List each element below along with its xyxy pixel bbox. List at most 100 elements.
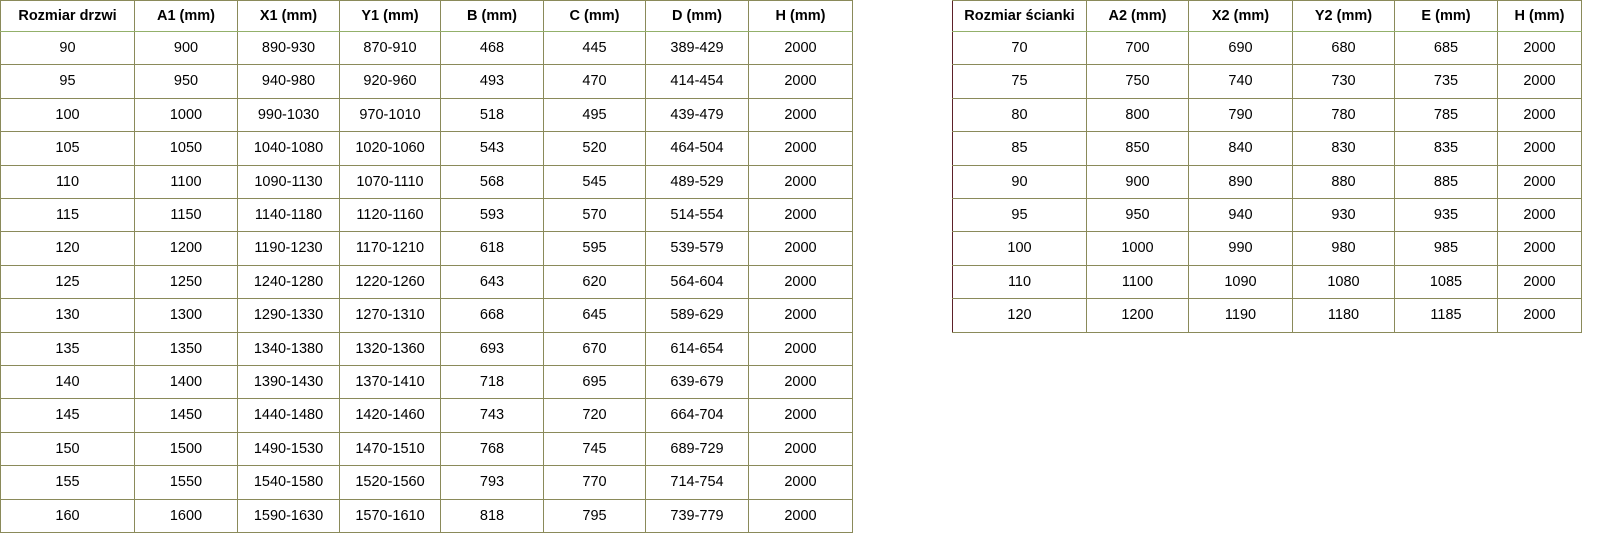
- table-row: 70 700 690 680 685 2000: [952, 30, 1582, 66]
- doors-cell: 470: [543, 64, 646, 99]
- doors-cell: 818: [440, 498, 544, 533]
- doors-cell: 1070-1110: [339, 164, 441, 200]
- doors-cell: 520: [543, 131, 646, 166]
- doors-cell: 1600: [134, 498, 238, 533]
- table-row: 110 1100 1090-1130 1070-1110 568 545 489-529 20…: [0, 164, 853, 200]
- doors-cell: 570: [543, 198, 646, 233]
- walls-cell: 85: [952, 131, 1087, 166]
- doors-cell: 2000: [748, 97, 853, 133]
- walls-cell: 2000: [1497, 264, 1582, 300]
- doors-column-header-rozmiar-drzwi: Rozmiar drzwi: [0, 0, 135, 32]
- doors-cell: 1370-1410: [339, 365, 441, 400]
- doors-cell: 1270-1310: [339, 298, 441, 333]
- walls-cell: 835: [1394, 131, 1498, 166]
- walls-cell: 1200: [1086, 298, 1189, 333]
- doors-cell: 643: [440, 264, 544, 300]
- doors-cell: 414-454: [645, 64, 749, 99]
- table-row: 90 900 890-930 870-910 468 445 389-429 2000: [0, 30, 853, 66]
- doors-column-header-a1: A1 (mm): [134, 0, 238, 32]
- walls-dimensions-table-container: Rozmiar ścianki A2 (mm) X2 (mm) Y2 (mm) …: [952, 0, 1582, 333]
- walls-cell: 735: [1394, 64, 1498, 99]
- doors-cell: 1590-1630: [237, 498, 340, 533]
- walls-table-header-row: Rozmiar ścianki A2 (mm) X2 (mm) Y2 (mm) …: [952, 0, 1582, 32]
- doors-cell: 2000: [748, 64, 853, 99]
- walls-cell: 80: [952, 97, 1087, 133]
- table-row: 135 1350 1340-1380 1320-1360 693 670 614-654 20…: [0, 331, 853, 367]
- doors-column-header-b: B (mm): [440, 0, 544, 32]
- doors-column-header-h: H (mm): [748, 0, 853, 32]
- doors-cell: 495: [543, 97, 646, 133]
- walls-cell: 740: [1188, 64, 1293, 99]
- walls-cell: 685: [1394, 30, 1498, 66]
- doors-cell: 2000: [748, 198, 853, 233]
- doors-cell: 95: [0, 64, 135, 99]
- doors-cell: 718: [440, 365, 544, 400]
- walls-cell: 95: [952, 198, 1087, 233]
- doors-cell: 1320-1360: [339, 331, 441, 367]
- doors-cell: 1220-1260: [339, 264, 441, 300]
- walls-cell: 785: [1394, 97, 1498, 133]
- walls-column-header-rozmiar-scianki: Rozmiar ścianki: [952, 0, 1087, 32]
- doors-cell: 2000: [748, 465, 853, 500]
- walls-cell: 730: [1292, 64, 1395, 99]
- doors-cell: 940-980: [237, 64, 340, 99]
- doors-cell: 1250: [134, 264, 238, 300]
- walls-cell: 900: [1086, 164, 1189, 200]
- doors-cell: 545: [543, 164, 646, 200]
- doors-cell: 1540-1580: [237, 465, 340, 500]
- doors-cell: 620: [543, 264, 646, 300]
- doors-column-header-x1: X1 (mm): [237, 0, 340, 32]
- doors-cell: 514-554: [645, 198, 749, 233]
- walls-cell: 935: [1394, 198, 1498, 233]
- table-row: 80 800 790 780 785 2000: [952, 97, 1582, 133]
- walls-column-header-e: E (mm): [1394, 0, 1498, 32]
- doors-cell: 2000: [748, 231, 853, 266]
- doors-cell: 468: [440, 30, 544, 66]
- doors-cell: 1450: [134, 398, 238, 433]
- doors-cell: 489-529: [645, 164, 749, 200]
- doors-cell: 793: [440, 465, 544, 500]
- doors-cell: 900: [134, 30, 238, 66]
- doors-cell: 130: [0, 298, 135, 333]
- table-row: 150 1500 1490-1530 1470-1510 768 745 689-729 20…: [0, 431, 853, 467]
- table-row: 110 1100 1090 1080 1085 2000: [952, 264, 1582, 300]
- doors-cell: 115: [0, 198, 135, 233]
- doors-cell: 539-579: [645, 231, 749, 266]
- walls-cell: 840: [1188, 131, 1293, 166]
- doors-cell: 2000: [748, 365, 853, 400]
- doors-cell: 950: [134, 64, 238, 99]
- doors-cell: 668: [440, 298, 544, 333]
- doors-cell: 155: [0, 465, 135, 500]
- walls-column-header-h: H (mm): [1497, 0, 1582, 32]
- table-row: 145 1450 1440-1480 1420-1460 743 720 664-704 20…: [0, 398, 853, 433]
- doors-cell: 1200: [134, 231, 238, 266]
- doors-cell: 1040-1080: [237, 131, 340, 166]
- walls-cell: 2000: [1497, 131, 1582, 166]
- walls-cell: 680: [1292, 30, 1395, 66]
- walls-cell: 750: [1086, 64, 1189, 99]
- doors-cell: 720: [543, 398, 646, 433]
- doors-cell: 145: [0, 398, 135, 433]
- table-row: 105 1050 1040-1080 1020-1060 543 520 464-504 20…: [0, 131, 853, 166]
- table-row: 100 1000 990-1030 970-1010 518 495 439-479 2000: [0, 97, 853, 133]
- walls-cell: 780: [1292, 97, 1395, 133]
- doors-column-header-c: C (mm): [543, 0, 646, 32]
- walls-cell: 990: [1188, 231, 1293, 266]
- doors-cell: 970-1010: [339, 97, 441, 133]
- doors-cell: 920-960: [339, 64, 441, 99]
- doors-cell: 670: [543, 331, 646, 367]
- doors-column-header-y1: Y1 (mm): [339, 0, 441, 32]
- doors-cell: 645: [543, 298, 646, 333]
- doors-cell: 743: [440, 398, 544, 433]
- walls-cell: 850: [1086, 131, 1189, 166]
- doors-cell: 768: [440, 431, 544, 467]
- walls-cell: 1180: [1292, 298, 1395, 333]
- table-row: 120 1200 1190 1180 1185 2000: [952, 298, 1582, 333]
- doors-cell: 389-429: [645, 30, 749, 66]
- walls-cell: 1085: [1394, 264, 1498, 300]
- table-row: 115 1150 1140-1180 1120-1160 593 570 514-554 20…: [0, 198, 853, 233]
- doors-dimensions-table: Rozmiar drzwi A1 (mm) X1 (mm) Y1 (mm) B …: [0, 0, 853, 533]
- walls-column-header-y2: Y2 (mm): [1292, 0, 1395, 32]
- doors-cell: 770: [543, 465, 646, 500]
- doors-cell: 439-479: [645, 97, 749, 133]
